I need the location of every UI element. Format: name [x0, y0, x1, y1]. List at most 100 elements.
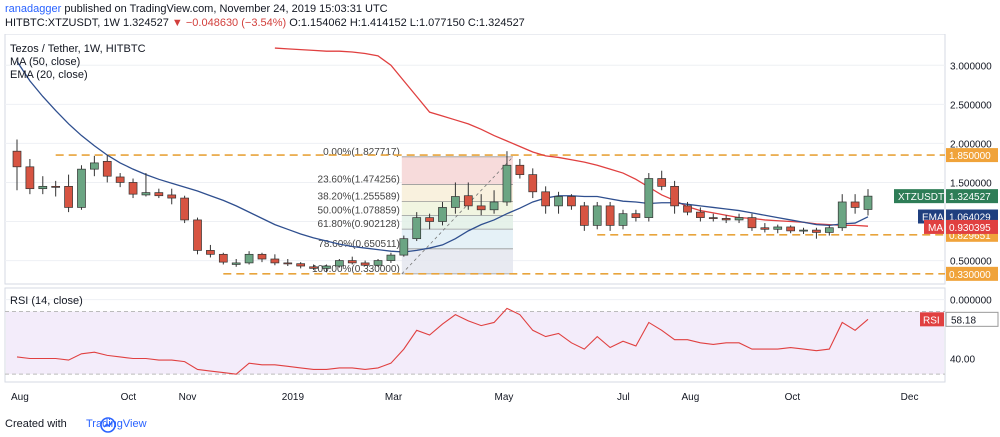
candle-body [837, 201, 847, 229]
fib-level-label: 50.00%(1.078859) [318, 205, 400, 216]
interval: 1W [103, 17, 120, 29]
candle-body [154, 192, 164, 197]
fib-trend-line [401, 156, 514, 275]
down-triangle-icon: ▼ [171, 17, 183, 29]
rsi-band [6, 311, 944, 375]
last-price: 1.324527 [122, 17, 169, 29]
fib-level-label: 23.60%(1.474256) [318, 174, 400, 185]
candle-body [438, 207, 447, 222]
high-value: 1.414152 [360, 17, 407, 29]
candle-body [102, 160, 112, 177]
fib-level-label: 61.80%(0.902128) [318, 219, 400, 230]
candle-body [309, 266, 318, 269]
rsi: 40.00 RSI 58.18 [5, 307, 999, 375]
price-tag-name: EMA [922, 212, 944, 223]
price-tick-label: 1.500000 [950, 178, 992, 189]
candle-body [141, 192, 151, 196]
price-tag-value: 0.930395 [949, 223, 991, 234]
created-with-text: Created with [5, 418, 67, 430]
price-tag-name: XTZUSDT [898, 192, 944, 203]
rsi-line [16, 307, 869, 375]
candle-body [77, 168, 86, 208]
time-tick-label: May [495, 392, 514, 403]
candle-body [64, 185, 73, 208]
fib-band [401, 229, 513, 249]
candle-body [644, 178, 654, 218]
candle-body [322, 265, 331, 269]
candle-body [90, 162, 99, 170]
candle-body [515, 164, 525, 175]
candle-body [773, 226, 783, 230]
candle-body [373, 260, 383, 266]
candle-body [257, 253, 267, 260]
candle-body [399, 238, 409, 256]
fib-band [401, 184, 513, 202]
candle-body [12, 150, 22, 168]
candle-body [38, 185, 48, 190]
price-tick-label: 0.500000 [950, 257, 992, 268]
candle-body [283, 262, 293, 265]
candle-body [605, 205, 615, 226]
candle-body [541, 191, 550, 207]
low-value: 1.077150 [418, 17, 465, 29]
candle-body [180, 197, 189, 221]
close-label: C: [467, 17, 479, 29]
time-tick-label: Mar [385, 392, 403, 403]
candle-body [567, 196, 576, 207]
price-tags: XTZUSDT 1.324527 EMA 1.064029 MA 0.930395 [894, 189, 998, 234]
rsi-value-label: 58.18 [951, 315, 976, 326]
candle-body [631, 213, 641, 218]
time-tick-label: 2019 [282, 392, 305, 403]
tradingview-logo-icon [100, 417, 116, 433]
legend-ema: EMA (20, close) [10, 69, 88, 81]
price-tag-value-box [946, 219, 998, 234]
level-tag-label: 1.850000 [949, 151, 991, 162]
candle-body [231, 262, 241, 265]
candle-body [296, 263, 306, 267]
fib-level-label: 78.60%(0.650511) [318, 239, 400, 250]
candle-body [670, 185, 679, 207]
candle-body [850, 201, 860, 208]
fib-level-label: 0.00%(1.827717) [323, 147, 400, 158]
price-tick-label: 2.500000 [950, 100, 992, 111]
candle-body [206, 250, 215, 255]
ma-50-line [274, 47, 869, 227]
price-tick-label: 3.000000 [950, 61, 992, 72]
time-tick-label: Nov [179, 392, 197, 403]
author-link[interactable]: ranadagger [5, 3, 62, 15]
candle-body [708, 217, 718, 219]
legend-title: Tezos / Tether, 1W, HITBTC [10, 43, 146, 55]
candle-body [193, 219, 202, 251]
time-tick-label: Jul [617, 392, 630, 403]
close-value: 1.324527 [478, 17, 525, 29]
price-tick-label: 0.000000 [950, 296, 992, 307]
price-change: −0.048630 (−3.54%) [185, 17, 287, 29]
rsi-value-tag [945, 311, 999, 327]
high-label: H: [349, 17, 361, 29]
candle-body [425, 217, 434, 222]
candle-body [335, 260, 344, 267]
time-tick-label: Dec [901, 392, 919, 403]
price-tick-label: 2.000000 [950, 139, 992, 150]
price-tag-value: 1.064029 [949, 212, 991, 223]
candle-body [25, 166, 35, 190]
candle-body [799, 229, 808, 232]
rsi-name-tag [920, 312, 944, 327]
candle-body [786, 226, 795, 232]
fib-band [401, 156, 513, 185]
candle-body [812, 229, 821, 233]
chart-area[interactable]: 0.00%(1.827717) 23.60%(1.474256) 38.20%(1.… [0, 34, 1000, 412]
candle-body [360, 262, 370, 266]
candle-body [51, 185, 61, 188]
price-tag-value: 1.324527 [949, 192, 991, 203]
candle-body [579, 205, 589, 226]
symbol-line: HITBTC:XTZUSDT, 1W 1.324527 ▼ −0.048630 … [5, 17, 525, 29]
legend-ma: MA (50, close) [10, 56, 80, 68]
candle-body [489, 201, 499, 211]
candle-body [592, 205, 602, 226]
candle-body [863, 195, 873, 210]
tradingview-brand[interactable]: TradingView [86, 418, 147, 430]
candle-body [270, 258, 280, 264]
candle-body [760, 227, 770, 230]
candle-body [451, 196, 460, 208]
